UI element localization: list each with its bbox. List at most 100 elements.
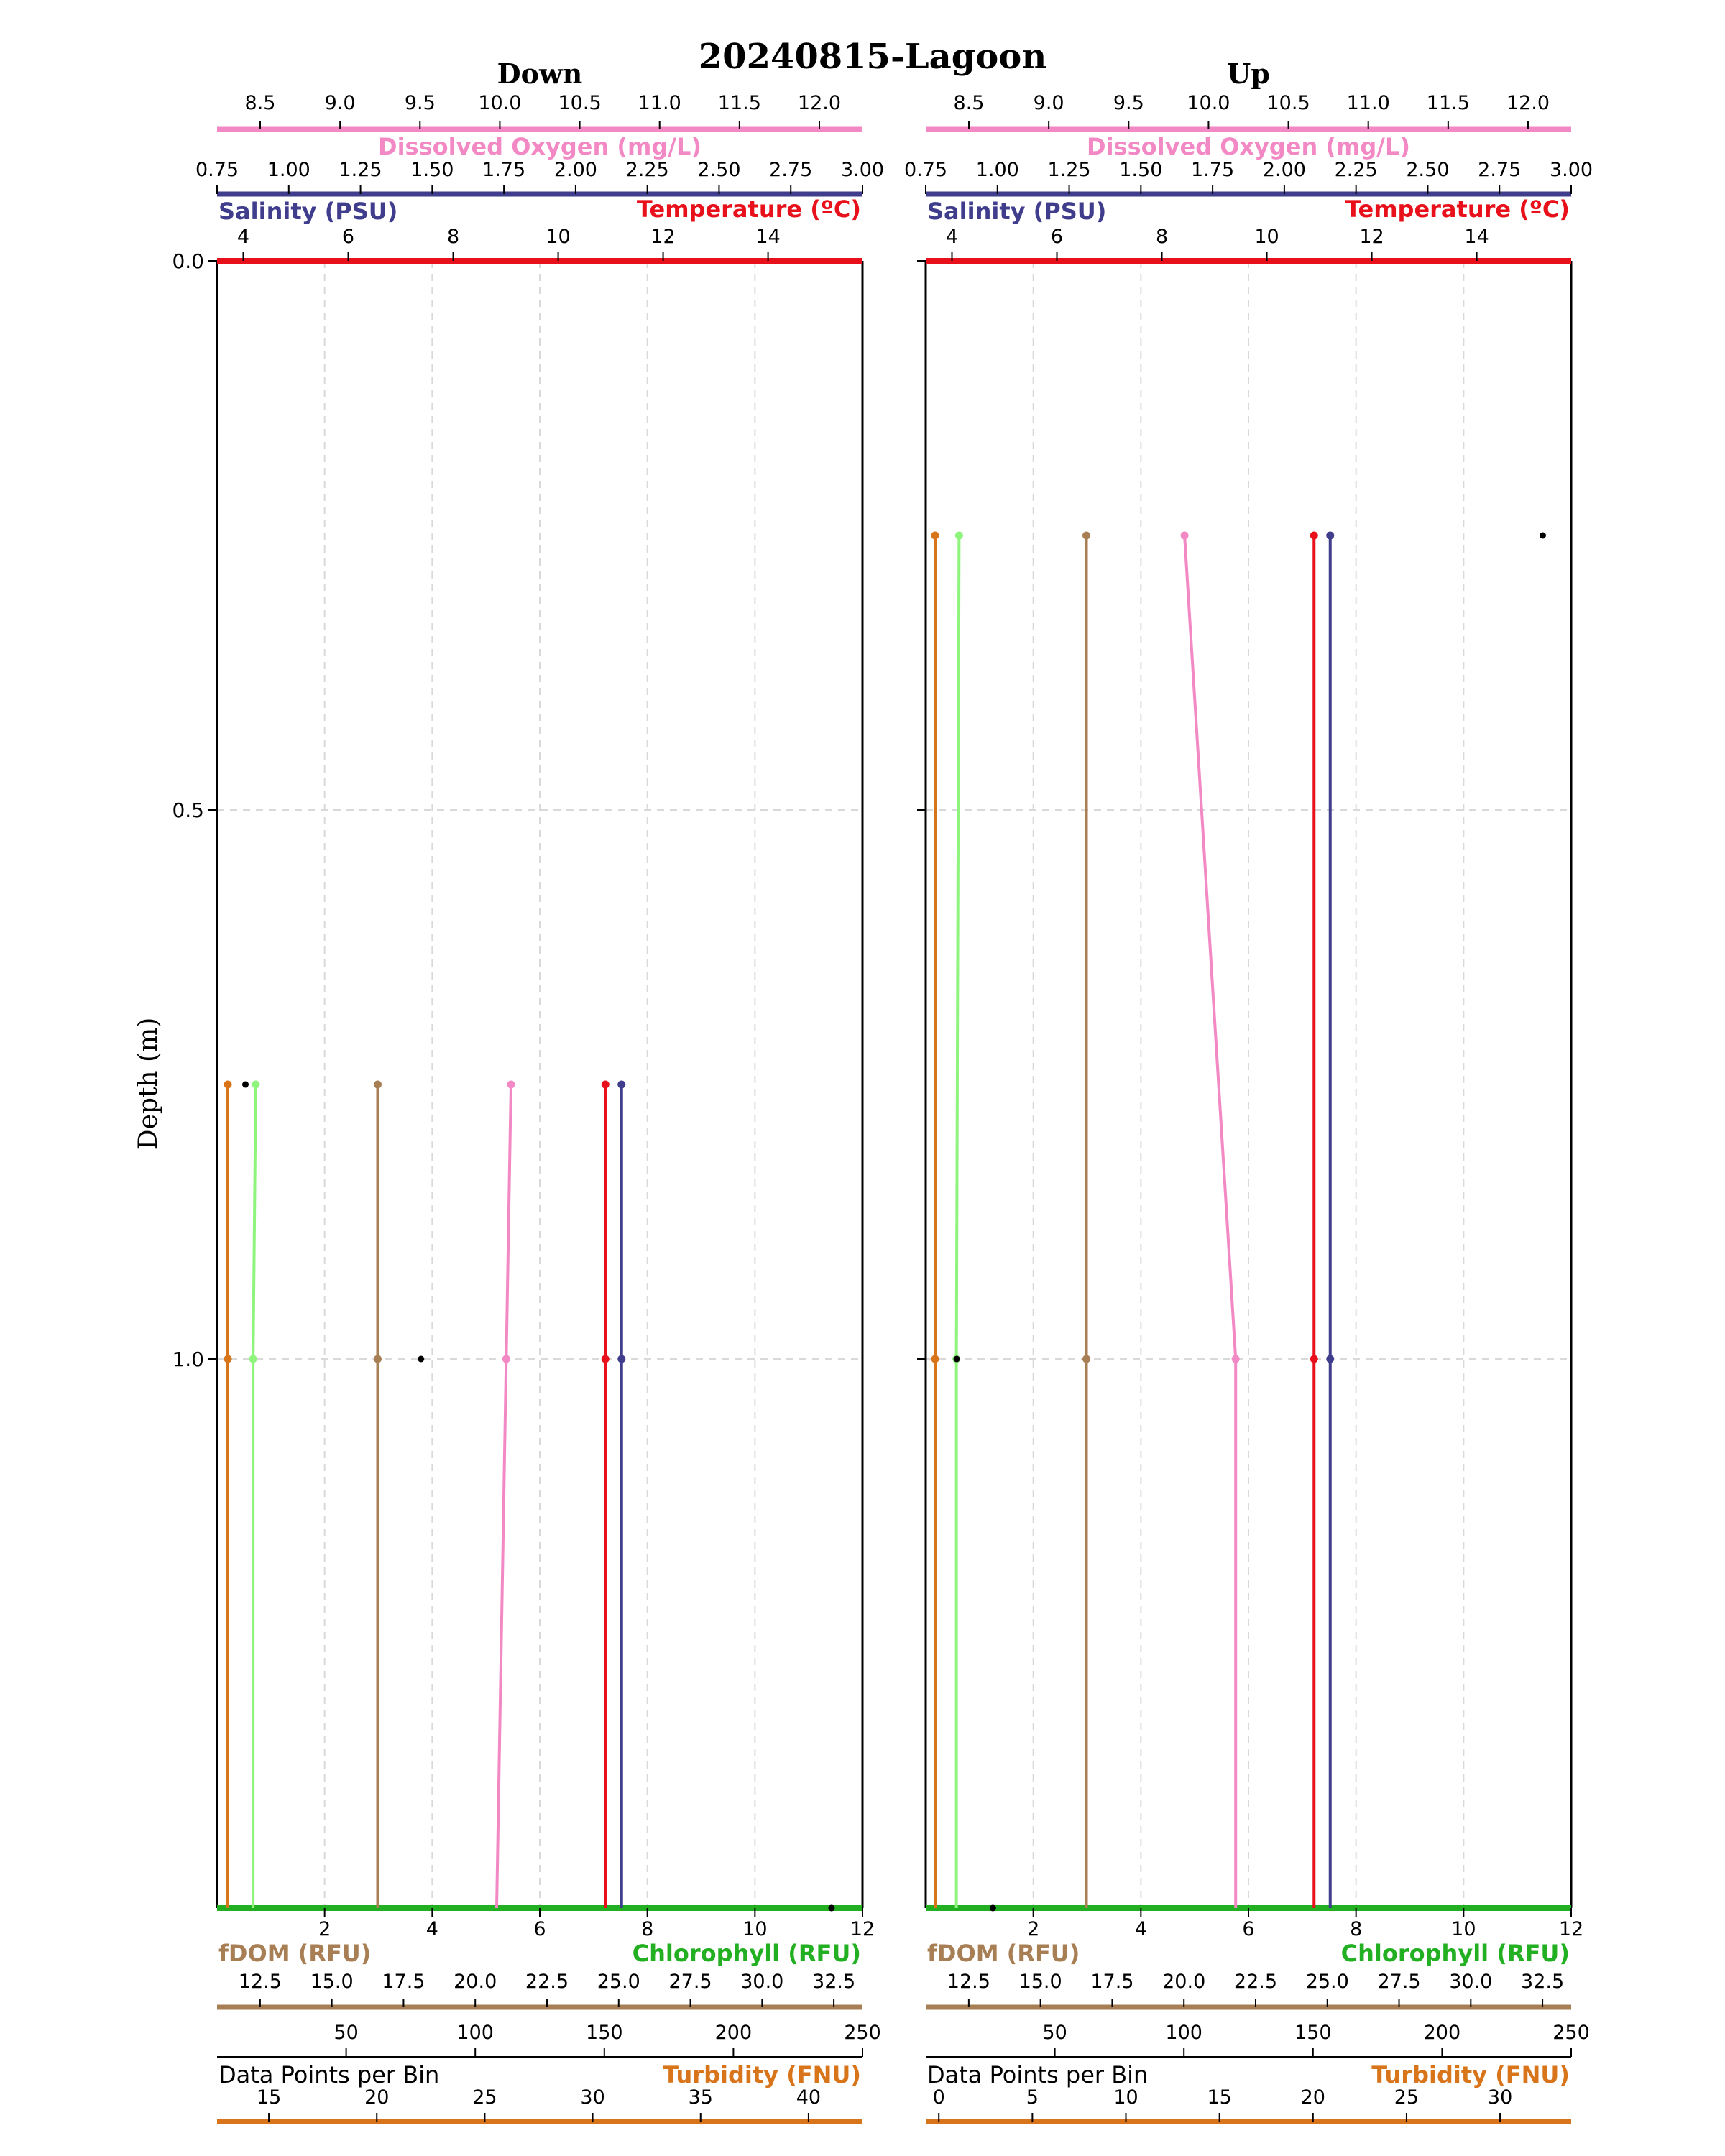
axis-tick-label-chlorophyll: 12 [1559, 1918, 1583, 1940]
axis-tick-label-data_points: 50 [1042, 2022, 1067, 2044]
axis-tick-label-data_points: 50 [334, 2022, 358, 2044]
axis-tick-label-salinity: 0.75 [904, 159, 947, 181]
axis-title-chlorophyll: Chlorophyll (RFU) [1341, 1940, 1570, 1967]
axis-tick-label-salinity: 3.00 [1550, 159, 1593, 181]
axis-tick-label-fdom: 12.5 [947, 1971, 990, 1993]
axis-tick-label-chlorophyll: 4 [1135, 1918, 1147, 1940]
axis-tick-label-turbidity: 35 [689, 2086, 713, 2109]
axis-tick-label-dissolved_oxygen: 9.0 [325, 92, 356, 114]
axis-tick-label-salinity: 1.25 [339, 159, 382, 181]
axis-tick-label-salinity: 1.50 [1119, 159, 1162, 181]
axis-tick-label-chlorophyll: 2 [1027, 1918, 1039, 1940]
axis-tick-label-dissolved_oxygen: 11.0 [638, 92, 681, 114]
axis-tick-label-salinity: 1.75 [482, 159, 525, 181]
axis-tick-label-salinity: 1.25 [1047, 159, 1090, 181]
axis-title-data_points: Data Points per Bin [927, 2061, 1148, 2088]
series-point-dissolved_oxygen [1231, 1355, 1240, 1363]
axis-tick-label-data_points: 100 [1165, 2022, 1202, 2044]
axis-tick-label-turbidity: 15 [1207, 2086, 1231, 2109]
axis-tick-label-salinity: 2.00 [554, 159, 597, 181]
axis-tick-label-salinity: 1.00 [267, 159, 310, 181]
axis-title-turbidity: Turbidity (FNU) [1371, 2061, 1570, 2088]
axis-title-dissolved_oxygen: Dissolved Oxygen (mg/L) [378, 133, 702, 160]
axis-tick-label-salinity: 2.00 [1263, 159, 1306, 181]
axis-tick-label-fdom: 27.5 [1377, 1971, 1420, 1993]
axis-tick-label-salinity: 1.50 [410, 159, 454, 181]
axis-tick-label-chlorophyll: 6 [533, 1918, 546, 1940]
axis-tick-label-temperature: 8 [447, 226, 459, 248]
axis-tick-label-dissolved_oxygen: 11.5 [1427, 92, 1470, 114]
series-point-fdom [1082, 531, 1091, 540]
axis-tick-label-salinity: 2.25 [626, 159, 669, 181]
series-point-fdom [374, 1080, 382, 1089]
series-point-dissolved_oxygen [1180, 531, 1189, 540]
axis-tick-label-temperature: 4 [946, 226, 958, 248]
axis-tick-label-fdom: 22.5 [1234, 1971, 1277, 1993]
depth-tick-label: 0.0 [172, 249, 204, 273]
axis-tick-label-data_points: 250 [844, 2022, 881, 2044]
axis-tick-label-data_points: 200 [1424, 2022, 1461, 2044]
axis-tick-label-dissolved_oxygen: 12.0 [798, 92, 841, 114]
series-point-turbidity [224, 1080, 232, 1089]
axis-tick-label-fdom: 30.0 [1449, 1971, 1492, 1993]
axis-tick-label-data_points: 150 [1294, 2022, 1332, 2044]
series-point-turbidity [224, 1355, 232, 1363]
axis-tick-label-dissolved_oxygen: 11.5 [718, 92, 761, 114]
panel-down: Down 0.0 0.5 1.0 8.5 9.0 9.5 10.0 10.5 11.0 11.5 12… [172, 57, 884, 2124]
axis-title-chlorophyll: Chlorophyll (RFU) [632, 1940, 861, 1967]
axis-tick-label-salinity: 1.00 [976, 159, 1019, 181]
data-points-marker [953, 1355, 960, 1363]
panel-title: Up [1227, 57, 1270, 90]
axis-tick-label-chlorophyll: 10 [742, 1918, 767, 1940]
axis-tick-label-dissolved_oxygen: 8.5 [245, 92, 276, 114]
axis-tick-label-turbidity: 15 [257, 2086, 281, 2109]
depth-axis-label: Depth (m) [134, 1018, 163, 1151]
series-point-salinity [1326, 1355, 1335, 1363]
axis-title-temperature: Temperature (ºC) [1346, 195, 1570, 223]
axis-tick-label-chlorophyll: 12 [850, 1918, 875, 1940]
series-point-salinity [617, 1080, 626, 1089]
axis-tick-label-data_points: 100 [456, 2022, 494, 2044]
series-point-dissolved_oxygen [502, 1355, 510, 1363]
axis-tick-label-salinity: 2.50 [1406, 159, 1449, 181]
axis-tick-label-turbidity: 25 [472, 2086, 497, 2109]
axis-tick-label-dissolved_oxygen: 9.5 [405, 92, 436, 114]
axis-tick-label-fdom: 15.0 [1019, 1971, 1062, 1993]
axis-tick-label-fdom: 12.5 [239, 1971, 282, 1993]
axis-tick-label-dissolved_oxygen: 9.5 [1113, 92, 1144, 114]
axis-tick-label-dissolved_oxygen: 10.5 [1267, 92, 1310, 114]
axis-title-salinity: Salinity (PSU) [927, 198, 1106, 225]
series-point-salinity [617, 1355, 626, 1363]
axis-tick-label-temperature: 14 [1464, 226, 1489, 248]
axis-tick-label-salinity: 3.00 [841, 159, 884, 181]
depth-tick-label: 0.5 [172, 798, 204, 822]
data-points-marker [418, 1355, 425, 1363]
axis-tick-label-fdom: 25.0 [1306, 1971, 1349, 1993]
series-point-temperature [601, 1080, 610, 1089]
axis-tick-label-fdom: 22.5 [525, 1971, 569, 1993]
axis-tick-label-turbidity: 40 [796, 2086, 821, 2109]
axis-tick-label-dissolved_oxygen: 10.5 [558, 92, 602, 114]
axis-title-turbidity: Turbidity (FNU) [663, 2061, 861, 2088]
series-point-fdom [374, 1355, 382, 1363]
axis-tick-label-temperature: 14 [755, 226, 780, 248]
series-point-turbidity [931, 1355, 939, 1363]
series-point-fdom [1082, 1355, 1091, 1363]
panel-up: Up 8.5 9.0 9.5 10.0 10.5 11.0 11.5 12.0 Dissolved… [904, 57, 1593, 2124]
axis-tick-label-turbidity: 5 [1026, 2086, 1039, 2109]
panel-title: Down [497, 57, 583, 90]
axis-tick-label-fdom: 15.0 [310, 1971, 354, 1993]
data-points-marker [989, 1904, 996, 1912]
series-point-chlorophyll [954, 531, 963, 540]
axis-tick-label-temperature: 12 [1359, 226, 1384, 248]
series-point-temperature [1310, 531, 1318, 540]
data-points-marker [242, 1081, 249, 1088]
depth-tick-label: 1.0 [172, 1348, 204, 1371]
axis-tick-label-fdom: 17.5 [1090, 1971, 1133, 1993]
axis-tick-label-chlorophyll: 4 [426, 1918, 438, 1940]
series-point-chlorophyll [249, 1355, 257, 1363]
series-point-dissolved_oxygen [507, 1080, 515, 1089]
axis-title-salinity: Salinity (PSU) [218, 198, 397, 225]
axis-tick-label-fdom: 20.0 [454, 1971, 497, 1993]
